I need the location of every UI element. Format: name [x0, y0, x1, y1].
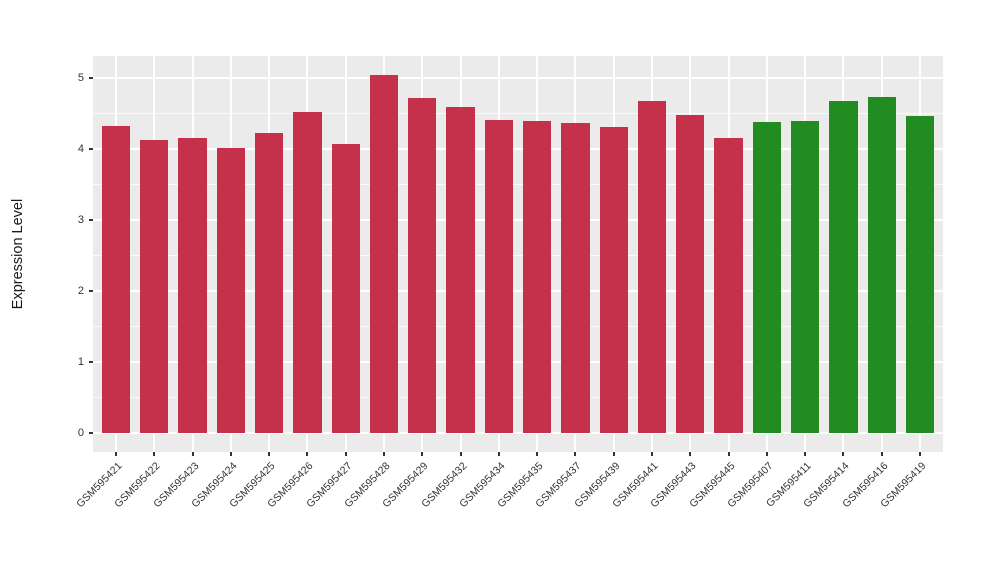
bar-GSM595429: [408, 97, 437, 433]
bar-GSM595416: [867, 97, 896, 433]
y-tick-mark: [89, 148, 93, 150]
x-tick-mark: [191, 452, 194, 456]
x-tick-mark: [804, 452, 807, 456]
x-tick-mark: [306, 452, 309, 456]
x-axis: GSM595421 GSM595422 GSM595423 GSM595424 GSM5…: [74, 452, 943, 580]
gridline-minor-horizontal: [93, 184, 943, 185]
y-axis: 0 1 2 3 4 5: [0, 0, 93, 580]
gridline-minor-horizontal: [93, 326, 943, 327]
y-tick-label: 5: [77, 72, 84, 84]
x-tick-mark: [114, 452, 117, 456]
x-tick-mark: [153, 452, 156, 456]
bar-GSM595421: [101, 126, 131, 433]
bar-GSM595432: [446, 107, 475, 433]
bar-GSM595445: [714, 137, 743, 433]
x-tick-mark: [880, 452, 883, 456]
x-tick-mark: [382, 452, 385, 456]
bar-GSM595425: [254, 133, 284, 433]
y-tick-label: 2: [77, 285, 84, 297]
bar-GSM595419: [905, 116, 935, 433]
bar-GSM595427: [331, 144, 360, 433]
bar-GSM595439: [599, 126, 628, 433]
gridline-major-horizontal: [93, 432, 943, 434]
x-tick-mark: [536, 452, 539, 456]
y-tick-label: 3: [77, 214, 84, 226]
bar-GSM595437: [561, 123, 590, 433]
x-tick-mark: [612, 452, 615, 456]
x-tick-mark: [497, 452, 500, 456]
y-tick-mark: [89, 77, 93, 79]
bar-GSM595414: [829, 100, 858, 433]
x-tick-mark: [459, 452, 462, 456]
bar-GSM595435: [522, 120, 552, 433]
gridline-major-horizontal: [93, 148, 943, 150]
x-tick-mark: [727, 452, 730, 456]
bar-GSM595434: [484, 119, 514, 433]
y-tick-label: 1: [77, 356, 84, 368]
bar-GSM595424: [216, 148, 245, 433]
gridline-minor-horizontal: [93, 397, 943, 398]
bar-GSM595411: [790, 121, 820, 433]
bar-GSM595428: [369, 75, 399, 433]
bar-GSM595426: [293, 112, 322, 433]
x-tick-mark: [574, 452, 577, 456]
plot-panel: [93, 56, 943, 452]
bar-GSM595423: [178, 137, 207, 433]
x-tick-mark: [268, 452, 271, 456]
x-tick-mark: [919, 452, 922, 456]
x-tick-mark: [651, 452, 653, 456]
bar-GSM595407: [752, 122, 782, 433]
bar-GSM595441: [637, 100, 667, 433]
gridline-major-horizontal: [93, 361, 943, 363]
x-tick-mark: [344, 452, 347, 456]
bar-GSM595422: [140, 139, 169, 433]
gridline-minor-horizontal: [93, 113, 943, 114]
x-tick-mark: [229, 452, 232, 456]
y-tick-mark: [89, 432, 93, 434]
y-tick-label: 0: [77, 427, 84, 439]
bar-GSM595443: [676, 114, 705, 433]
gridline-minor-horizontal: [93, 255, 943, 256]
gridline-major-horizontal: [93, 290, 943, 292]
y-tick-mark: [89, 361, 93, 363]
gridline-major-horizontal: [93, 219, 943, 221]
gridline-major-horizontal: [93, 77, 943, 79]
x-tick-mark: [842, 452, 845, 456]
x-tick-mark: [689, 452, 692, 456]
x-tick-mark: [421, 452, 424, 456]
x-tick-mark: [765, 452, 768, 456]
y-tick-mark: [89, 290, 93, 292]
y-tick-mark: [89, 219, 93, 221]
y-tick-label: 4: [77, 143, 84, 155]
